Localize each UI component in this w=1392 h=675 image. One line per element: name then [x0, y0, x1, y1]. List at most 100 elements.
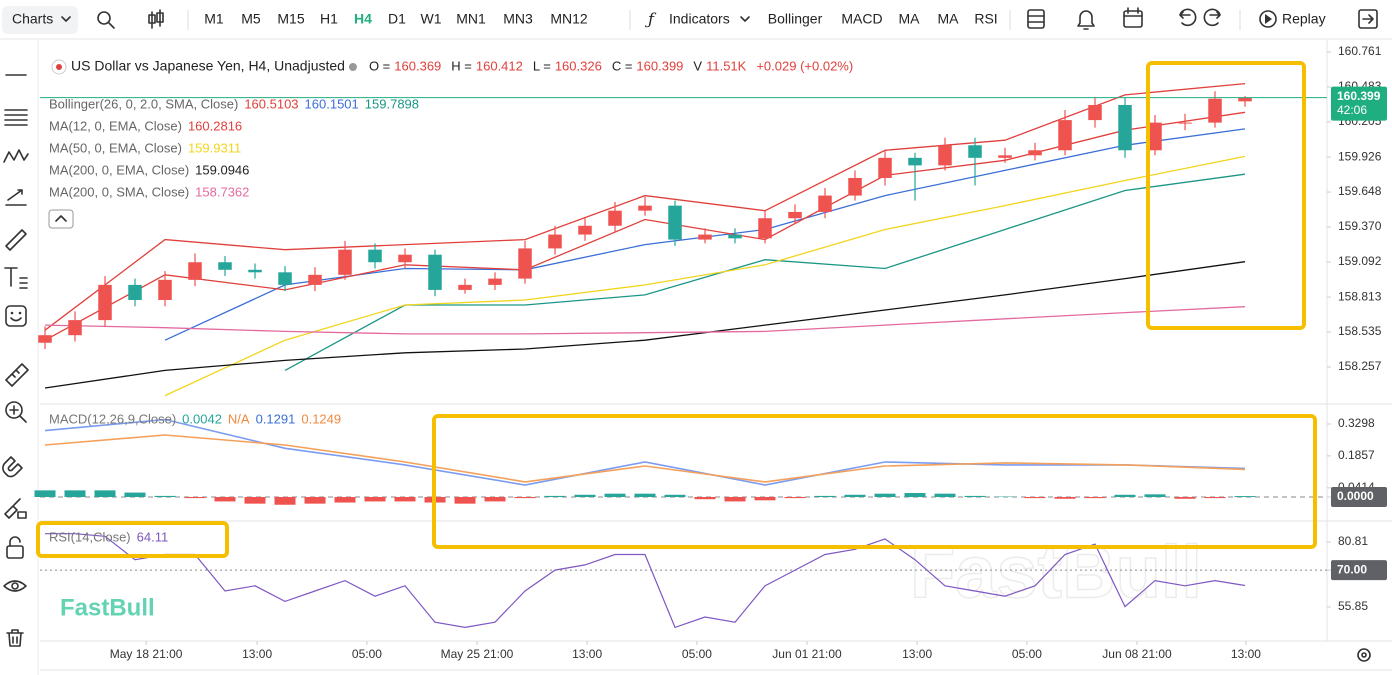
- indicator-line: [164, 155, 1246, 397]
- charts-button[interactable]: [2, 6, 78, 34]
- tool-text[interactable]: [4, 267, 28, 289]
- layout-icon[interactable]: [1027, 9, 1045, 29]
- price-change: +0.029 (+0.02%): [756, 58, 853, 73]
- tool-magnet[interactable]: [2, 456, 23, 478]
- y-tick-label: 0.3298: [1338, 416, 1375, 430]
- histogram-bar: [1024, 497, 1046, 499]
- tool-lock[interactable]: [6, 536, 24, 559]
- candle-body: [68, 320, 82, 336]
- candle-body: [638, 205, 652, 211]
- y-tick-label: 55.85: [1338, 599, 1368, 613]
- y-tick-label: 0.1857: [1338, 448, 1375, 462]
- candle-body: [968, 145, 982, 158]
- alert-icon[interactable]: [1077, 10, 1095, 30]
- tool-delete[interactable]: [6, 629, 24, 647]
- candle-body: [248, 269, 262, 273]
- timeframe-button[interactable]: MN3: [503, 11, 533, 27]
- histogram-bar: [754, 497, 776, 501]
- tick-badge: [1331, 487, 1387, 507]
- tool-emoji[interactable]: [5, 305, 27, 327]
- indicators-button[interactable]: Indicators: [669, 11, 730, 27]
- histogram-bar: [1054, 497, 1076, 499]
- indicator-shortcut[interactable]: Bollinger: [768, 11, 823, 27]
- indicator-shortcut[interactable]: MA: [899, 11, 921, 27]
- highlight-box: [432, 414, 1317, 549]
- highlight-box: [36, 521, 229, 558]
- histogram-bar: [394, 497, 416, 502]
- highlights: [36, 61, 1317, 558]
- pane-value: 0.1291: [256, 411, 296, 426]
- timeframe-button[interactable]: D1: [388, 11, 406, 27]
- settings-icon[interactable]: [1357, 648, 1371, 662]
- histogram-bar: [604, 493, 626, 497]
- histogram-bar: [934, 493, 956, 497]
- last-price-label: 160.399: [1337, 89, 1381, 103]
- charts-label[interactable]: Charts: [12, 11, 53, 27]
- tool-fib[interactable]: [4, 109, 28, 126]
- timeframe-button[interactable]: W1: [421, 11, 442, 27]
- x-tick-label: 13:00: [1231, 647, 1261, 661]
- legend: US Dollar vs Japanese Yen, H4, Unadjuste…: [48, 58, 853, 544]
- histogram-bar: [94, 490, 116, 497]
- tool-zoom[interactable]: [5, 401, 27, 423]
- status-dot: [348, 63, 357, 71]
- indicator-shortcut[interactable]: MACD: [841, 11, 882, 27]
- indicator-shortcut[interactable]: MA: [938, 11, 960, 27]
- tool-trend[interactable]: [5, 189, 27, 206]
- chevron: [740, 16, 750, 22]
- histogram-bar: [1144, 494, 1166, 497]
- tool-brush[interactable]: [5, 229, 27, 251]
- timeframe-button[interactable]: M5: [241, 11, 261, 27]
- x-tick-label: May 25 21:00: [441, 647, 514, 661]
- ohlc-value: 160.399: [636, 58, 683, 73]
- tool-lock-draw[interactable]: [4, 498, 27, 519]
- candle-body: [1058, 120, 1072, 151]
- indicator-name: MA(200, 0, SMA, Close): [49, 184, 189, 199]
- histogram-bar: [964, 495, 986, 497]
- pane-value: 0.0042: [182, 411, 222, 426]
- candle-body: [488, 278, 502, 285]
- redo-icon[interactable]: [1203, 8, 1221, 27]
- pane-value: 64.11: [137, 529, 169, 544]
- candle-body: [1238, 97, 1252, 102]
- histogram-bar: [1084, 497, 1106, 499]
- chart-type-icon[interactable]: [148, 9, 164, 29]
- indicator-value: 158.7362: [195, 184, 249, 199]
- indicator-value: 159.7898: [365, 96, 419, 111]
- candle-body: [758, 218, 772, 239]
- search-icon[interactable]: [97, 11, 115, 29]
- histogram-bar: [1234, 496, 1256, 497]
- candle-body: [218, 262, 232, 270]
- histogram-bar: [64, 490, 86, 497]
- histogram-bar: [244, 497, 266, 504]
- indicator-shortcut[interactable]: RSI: [974, 11, 997, 27]
- timeframe-button[interactable]: H4: [354, 11, 372, 27]
- tool-pattern[interactable]: [3, 149, 29, 163]
- indicator-name: Bollinger(26, 0, 2.0, SMA, Close): [49, 96, 238, 111]
- timeframe-button[interactable]: H1: [320, 11, 338, 27]
- calendar-icon[interactable]: [1123, 7, 1143, 28]
- undo-icon[interactable]: [1179, 8, 1197, 27]
- x-tick-label: 13:00: [902, 647, 932, 661]
- indicator-value: 159.9311: [188, 140, 241, 155]
- replay-icon[interactable]: [1259, 10, 1277, 28]
- tool-visibility[interactable]: [3, 580, 27, 592]
- candle-body: [428, 254, 442, 290]
- ohlc-value: 11.51K: [706, 58, 747, 73]
- timeframe-button[interactable]: M1: [204, 11, 224, 27]
- timeframe-button[interactable]: MN1: [456, 11, 486, 27]
- timeframe-button[interactable]: M15: [277, 11, 304, 27]
- candle-body: [1178, 122, 1192, 124]
- x-tick-label: May 18 21:00: [110, 647, 183, 661]
- collapse-button[interactable]: [48, 209, 74, 229]
- candle-body: [278, 272, 292, 285]
- y-tick-label: 70.00: [1337, 562, 1367, 576]
- histogram-bar: [574, 494, 596, 497]
- candle-body: [878, 157, 892, 178]
- x-tick-label: 05:00: [352, 647, 382, 661]
- tool-ruler[interactable]: [5, 363, 29, 387]
- exit-icon[interactable]: [1358, 9, 1378, 29]
- replay-label[interactable]: Replay: [1282, 11, 1326, 27]
- timeframe-button[interactable]: MN12: [550, 11, 588, 27]
- y-tick-label: 80.81: [1338, 534, 1368, 548]
